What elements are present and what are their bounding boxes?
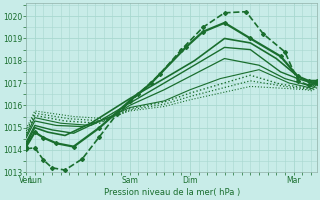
X-axis label: Pression niveau de la mer( hPa ): Pression niveau de la mer( hPa ) <box>104 188 240 197</box>
